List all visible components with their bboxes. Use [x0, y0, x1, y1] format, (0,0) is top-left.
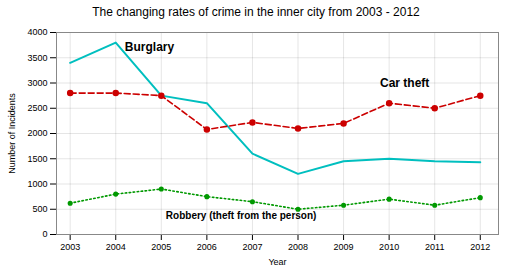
- html-text:The changing rates of crime in: The changing rates of crime in the inner…: [92, 5, 420, 19]
- svg-text:2003: 2003: [60, 242, 80, 252]
- svg-text:2005: 2005: [151, 242, 171, 252]
- svg-text:3000: 3000: [27, 78, 47, 88]
- svg-text:4000: 4000: [27, 27, 47, 37]
- svg-text:1000: 1000: [27, 179, 47, 189]
- svg-text:2009: 2009: [334, 242, 354, 252]
- svg-text:500: 500: [32, 204, 47, 214]
- svg-text:2004: 2004: [106, 242, 126, 252]
- svg-text:3500: 3500: [27, 53, 47, 63]
- svg-text:2007: 2007: [242, 242, 262, 252]
- svg-text:Number of Incidents: Number of Incidents: [7, 93, 17, 174]
- svg-text:Robbery (theft from the person: Robbery (theft from the person): [166, 210, 317, 221]
- svg-text:Burglary: Burglary: [125, 40, 175, 54]
- svg-text:2500: 2500: [27, 103, 47, 113]
- svg-text:0: 0: [42, 229, 47, 239]
- svg-text:1500: 1500: [27, 154, 47, 164]
- svg-text:Car theft: Car theft: [380, 76, 429, 90]
- svg-text:2010: 2010: [379, 242, 399, 252]
- svg-text:Year: Year: [268, 257, 286, 267]
- svg-text:2006: 2006: [197, 242, 217, 252]
- svg-text:2012: 2012: [470, 242, 490, 252]
- svg-text:2011: 2011: [425, 242, 444, 252]
- svg-text:2000: 2000: [27, 128, 47, 138]
- svg-text:2008: 2008: [288, 242, 308, 252]
